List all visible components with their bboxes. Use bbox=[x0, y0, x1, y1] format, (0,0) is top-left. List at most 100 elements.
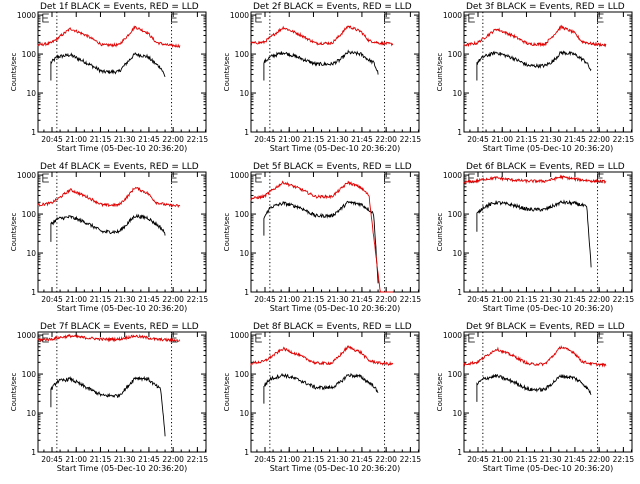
x-tick-label: 21:30 bbox=[327, 135, 349, 144]
interval-marker-glyph bbox=[171, 173, 178, 183]
interval-marker-glyph bbox=[255, 333, 262, 343]
y-tick-label: 100 bbox=[235, 210, 250, 219]
y-tick-label: 1 bbox=[244, 448, 249, 457]
x-tick-label: 20:45 bbox=[467, 455, 489, 464]
series-events-black bbox=[50, 52, 166, 81]
x-tick-label: 21:45 bbox=[351, 295, 373, 304]
x-tick-label: 20:45 bbox=[41, 135, 63, 144]
series-events-black bbox=[476, 50, 592, 81]
series-lld-red bbox=[463, 345, 607, 368]
x-tick-label: 21:15 bbox=[303, 455, 325, 464]
plot-frame bbox=[37, 171, 207, 293]
x-tick-label: 21:30 bbox=[327, 455, 349, 464]
y-tick-label: 1000 bbox=[443, 11, 462, 20]
x-tick-label: 21:00 bbox=[278, 455, 300, 464]
x-tick-label: 21:00 bbox=[278, 295, 300, 304]
panel-det-9: Det 9f BLACK = Events, RED = LLD 1 10 100 10… bbox=[436, 322, 634, 473]
panel-det-8: Det 8f BLACK = Events, RED = LLD 1 10 100 10… bbox=[223, 322, 421, 473]
y-tick-label: 1000 bbox=[17, 331, 36, 340]
plot-frame bbox=[463, 171, 633, 293]
y-tick-label: 100 bbox=[448, 210, 463, 219]
interval-marker-glyph bbox=[597, 333, 604, 343]
panel-title: Det 6f BLACK = Events, RED = LLD bbox=[466, 162, 625, 172]
y-tick-label: 100 bbox=[22, 210, 37, 219]
interval-marker-glyph bbox=[171, 13, 178, 23]
x-tick-label: 22:15 bbox=[400, 455, 422, 464]
x-tick-label: 20:45 bbox=[254, 135, 276, 144]
interval-marker-glyph bbox=[468, 333, 475, 343]
x-tick-label: 21:15 bbox=[90, 295, 112, 304]
x-axis-label: Start Time (05-Dec-10 20:36:20) bbox=[57, 304, 188, 313]
y-tick-label: 10 bbox=[26, 249, 36, 258]
series-events-black bbox=[50, 213, 166, 242]
x-tick-label: 21:45 bbox=[138, 455, 160, 464]
x-tick-label: 22:00 bbox=[375, 295, 397, 304]
x-tick-label: 20:45 bbox=[467, 135, 489, 144]
panel-title: Det 4f BLACK = Events, RED = LLD bbox=[40, 162, 199, 172]
interval-marker-glyph bbox=[42, 173, 49, 183]
x-tick-label: 22:00 bbox=[588, 455, 610, 464]
y-tick-label: 100 bbox=[22, 370, 37, 379]
y-tick-label: 1 bbox=[31, 288, 36, 297]
y-tick-label: 10 bbox=[26, 409, 36, 418]
x-tick-label: 21:15 bbox=[303, 135, 325, 144]
y-tick-label: 1000 bbox=[230, 331, 249, 340]
y-tick-label: 1 bbox=[457, 128, 462, 137]
panel-title: Det 1f BLACK = Events, RED = LLD bbox=[40, 2, 199, 12]
y-axis-label: Counts/sec bbox=[10, 213, 18, 252]
y-tick-label: 10 bbox=[239, 249, 249, 258]
y-tick-label: 1000 bbox=[230, 171, 249, 180]
y-axis-label: Counts/sec bbox=[436, 53, 444, 92]
panel-det-3: Det 3f BLACK = Events, RED = LLD 1 10 100 10… bbox=[436, 2, 634, 153]
y-axis-label: Counts/sec bbox=[223, 53, 231, 92]
panel-title: Det 7f BLACK = Events, RED = LLD bbox=[40, 322, 199, 332]
series-lld-red bbox=[250, 25, 394, 47]
series-events-black bbox=[263, 49, 379, 81]
x-tick-label: 22:15 bbox=[400, 135, 422, 144]
x-tick-label: 21:30 bbox=[540, 135, 562, 144]
x-tick-label: 21:30 bbox=[114, 455, 136, 464]
y-axis-label: Counts/sec bbox=[10, 53, 18, 92]
x-tick-label: 20:45 bbox=[41, 455, 63, 464]
interval-marker-glyph bbox=[384, 13, 391, 23]
plot-frame bbox=[37, 11, 207, 133]
x-tick-label: 21:30 bbox=[540, 295, 562, 304]
x-tick-label: 21:00 bbox=[491, 135, 513, 144]
x-tick-label: 20:45 bbox=[467, 295, 489, 304]
panel-det-7: Det 7f BLACK = Events, RED = LLD 1 10 100 10… bbox=[10, 322, 208, 473]
y-tick-label: 1000 bbox=[443, 331, 462, 340]
y-tick-label: 1 bbox=[457, 448, 462, 457]
series-lld-red bbox=[37, 333, 181, 343]
panel-title: Det 2f BLACK = Events, RED = LLD bbox=[253, 2, 412, 12]
y-tick-label: 1 bbox=[457, 288, 462, 297]
plot-frame bbox=[250, 331, 420, 453]
y-axis-label: Counts/sec bbox=[223, 213, 231, 252]
y-tick-label: 1000 bbox=[17, 171, 36, 180]
x-tick-label: 22:00 bbox=[375, 455, 397, 464]
series-events-black bbox=[50, 375, 166, 437]
x-tick-label: 21:00 bbox=[278, 135, 300, 144]
interval-marker-glyph bbox=[384, 333, 391, 343]
series-events-black bbox=[476, 199, 592, 268]
series-lld-red bbox=[37, 25, 181, 49]
interval-marker-glyph bbox=[597, 173, 604, 183]
x-tick-label: 21:00 bbox=[65, 135, 87, 144]
x-tick-label: 21:15 bbox=[90, 455, 112, 464]
series-lld-red bbox=[250, 180, 393, 293]
plot-frame bbox=[463, 331, 633, 453]
y-axis-label: Counts/sec bbox=[10, 373, 18, 412]
series-events-black bbox=[263, 200, 379, 284]
y-tick-label: 1000 bbox=[17, 11, 36, 20]
y-tick-label: 100 bbox=[448, 50, 463, 59]
y-tick-label: 1 bbox=[31, 448, 36, 457]
y-tick-label: 100 bbox=[235, 50, 250, 59]
x-tick-label: 22:15 bbox=[613, 295, 635, 304]
y-axis-label: Counts/sec bbox=[223, 373, 231, 412]
x-tick-label: 21:15 bbox=[516, 295, 538, 304]
plot-frame bbox=[250, 11, 420, 133]
interval-marker-glyph bbox=[255, 13, 262, 23]
y-tick-label: 1 bbox=[31, 128, 36, 137]
panel-title: Det 9f BLACK = Events, RED = LLD bbox=[466, 322, 625, 332]
y-tick-label: 100 bbox=[235, 370, 250, 379]
panel-title: Det 5f BLACK = Events, RED = LLD bbox=[253, 162, 412, 172]
